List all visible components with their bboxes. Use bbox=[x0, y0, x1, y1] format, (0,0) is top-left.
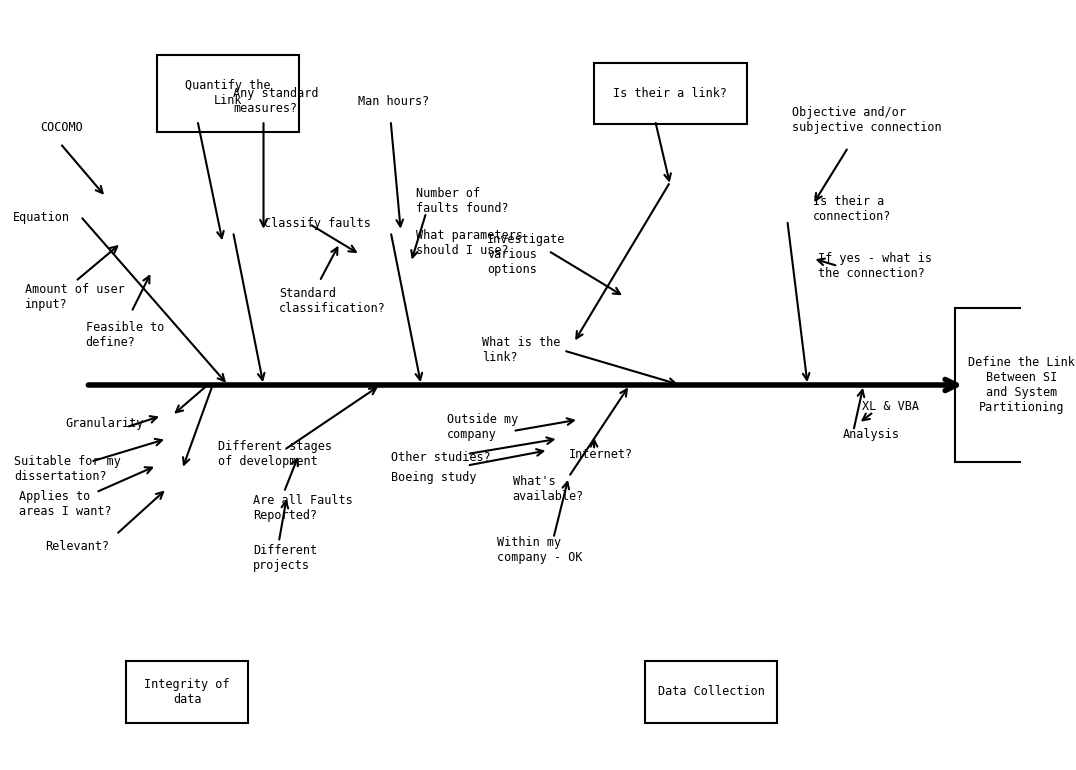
FancyBboxPatch shape bbox=[157, 55, 299, 132]
Text: Classify faults: Classify faults bbox=[264, 217, 370, 230]
Text: Boeing study: Boeing study bbox=[391, 470, 477, 484]
Text: What parameters
should I use?: What parameters should I use? bbox=[416, 229, 523, 257]
Text: Suitable for my
dissertation?: Suitable for my dissertation? bbox=[14, 455, 122, 484]
Text: Equation: Equation bbox=[13, 211, 70, 224]
Text: Data Collection: Data Collection bbox=[657, 685, 764, 698]
Text: What's
available?: What's available? bbox=[512, 474, 584, 503]
Text: Internet?: Internet? bbox=[568, 447, 633, 460]
Text: Is their a link?: Is their a link? bbox=[613, 87, 727, 100]
Text: Any standard
measures?: Any standard measures? bbox=[233, 87, 318, 116]
Text: XL & VBA: XL & VBA bbox=[862, 400, 919, 413]
Text: Amount of user
input?: Amount of user input? bbox=[25, 283, 124, 311]
Text: Objective and/or
subjective connection: Objective and/or subjective connection bbox=[792, 106, 942, 134]
Text: Relevant?: Relevant? bbox=[45, 540, 109, 553]
Text: Outside my
company: Outside my company bbox=[447, 413, 518, 441]
FancyBboxPatch shape bbox=[645, 661, 777, 722]
Text: Define the Link
Between SI
and System
Partitioning: Define the Link Between SI and System Pa… bbox=[967, 356, 1075, 414]
Text: Man hours?: Man hours? bbox=[358, 95, 429, 108]
Text: Other studies?: Other studies? bbox=[391, 451, 491, 464]
Text: Quantify the
Link: Quantify the Link bbox=[185, 79, 271, 108]
Text: Integrity of
data: Integrity of data bbox=[144, 678, 230, 706]
Text: What is the
link?: What is the link? bbox=[482, 336, 561, 364]
Text: Are all Faults
Reported?: Are all Faults Reported? bbox=[253, 494, 353, 522]
Text: Different stages
of development: Different stages of development bbox=[217, 440, 331, 468]
Text: Different
projects: Different projects bbox=[253, 544, 317, 571]
Text: Investigate
various
options: Investigate various options bbox=[487, 233, 566, 276]
FancyBboxPatch shape bbox=[955, 308, 1076, 462]
Text: COCOMO: COCOMO bbox=[40, 122, 83, 135]
Text: Granularity: Granularity bbox=[66, 417, 143, 430]
Text: Within my
company - OK: Within my company - OK bbox=[497, 536, 583, 564]
Text: Standard
classification?: Standard classification? bbox=[279, 286, 385, 315]
Text: Analysis: Analysis bbox=[844, 428, 901, 441]
FancyBboxPatch shape bbox=[594, 63, 747, 124]
Text: Is their a
connection?: Is their a connection? bbox=[812, 195, 891, 223]
Text: If yes - what is
the connection?: If yes - what is the connection? bbox=[818, 252, 932, 280]
FancyBboxPatch shape bbox=[126, 661, 249, 722]
Text: Applies to
areas I want?: Applies to areas I want? bbox=[19, 490, 112, 518]
Text: Feasible to
define?: Feasible to define? bbox=[86, 321, 164, 349]
Text: Number of
faults found?: Number of faults found? bbox=[416, 187, 509, 215]
